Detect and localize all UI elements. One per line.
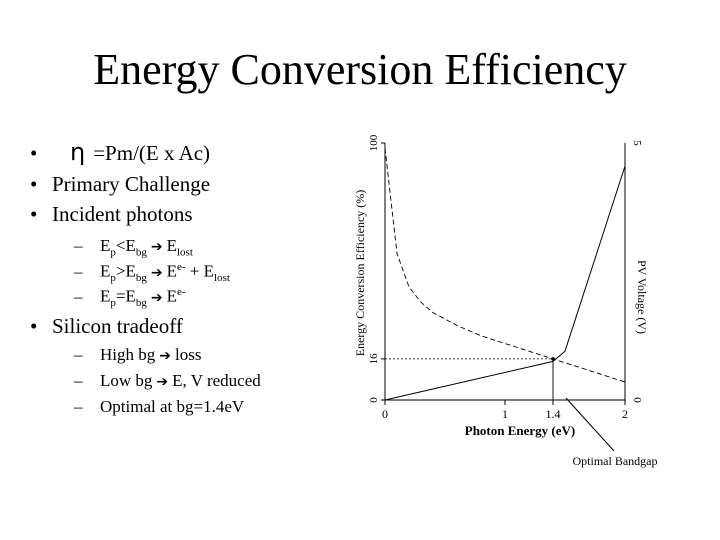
efficiency-chart: 0 1 1.4 2 0 16 100 0 5 Photon Energy (eV) Ener…: [353, 135, 658, 468]
bullet-text: Silicon tradeoff: [52, 314, 183, 338]
x-axis-label: Photon Energy (eV): [465, 423, 576, 438]
bullet-dot: •: [30, 202, 38, 226]
bullet-dot: •: [30, 172, 38, 196]
tradeoff-high-bg: – High bg ➔ loss: [74, 345, 202, 364]
arrow-icon: ➔: [150, 239, 163, 255]
y-tick-label-left: 0: [368, 397, 380, 403]
annotation-optimal-bandgap: Optimal Bandgap: [573, 454, 658, 468]
arrow-icon: ➔: [150, 264, 163, 281]
bullet-silicon-tradeoff: • Silicon tradeoff: [30, 314, 183, 339]
x-tick-label: 1.4: [546, 407, 561, 421]
plot-frame: [384, 143, 626, 401]
bullet-primary-challenge: • Primary Challenge: [30, 172, 210, 197]
photon-case-above-bandgap: – Ep>Ebg ➔ Ee- + Elost: [74, 261, 230, 285]
bullet-dot: •: [30, 314, 38, 338]
photon-case-equal-bandgap: – Ep=Ebg ➔ Ee-: [74, 286, 186, 310]
tradeoff-optimal: – Optimal at bg=1.4eV: [74, 397, 245, 416]
photon-case-below-bandgap: – Ep<Ebg ➔ Elost: [74, 236, 193, 259]
annotation-pointer: [565, 397, 615, 452]
bullet-efficiency-formula: • η =Pm/(E x Ac): [30, 138, 210, 166]
y-tick-label-left: 16: [368, 353, 380, 365]
tradeoff-low-bg: – Low bg ➔ E, V reduced: [74, 371, 261, 390]
formula-text: =Pm/(E x Ac): [93, 141, 211, 165]
bullet-incident-photons: • Incident photons: [30, 202, 193, 227]
x-tick-label: 2: [622, 407, 628, 421]
x-tick-label: 1: [502, 407, 508, 421]
arrow-icon: ➔: [159, 348, 171, 364]
y-tick-label-left: 100: [368, 135, 380, 151]
eta-symbol: η: [70, 138, 86, 166]
arrow-icon: ➔: [156, 374, 169, 390]
y-tick-label-right: 5: [631, 140, 643, 146]
arrow-icon: ➔: [150, 289, 163, 306]
y-axis-label-left: Energy Conversion Efficiency (%): [353, 190, 367, 357]
bullet-text: Incident photons: [52, 202, 193, 226]
y-axis-label-right: PV Voltage (V): [635, 260, 649, 334]
series-efficiency-line: [384, 148, 626, 383]
slide-title: Energy Conversion Efficiency: [93, 45, 627, 94]
x-tick-label: 0: [382, 407, 388, 421]
series-voltage-line: [384, 165, 626, 401]
y-tick-label-right: 0: [631, 397, 643, 403]
bullet-dot: •: [30, 141, 38, 165]
bullet-text: Primary Challenge: [52, 172, 211, 196]
optimal-point: [551, 357, 555, 361]
